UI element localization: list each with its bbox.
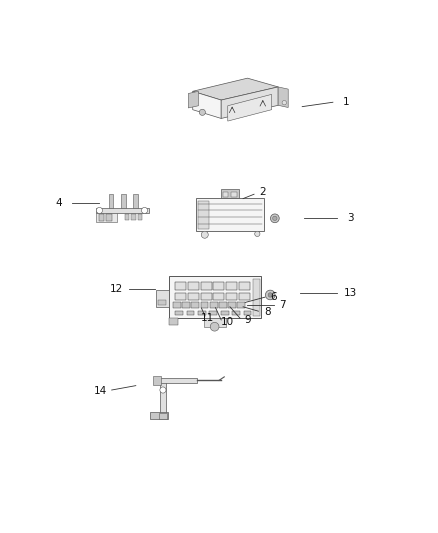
Bar: [239, 293, 250, 301]
Bar: [131, 214, 136, 220]
Bar: [175, 282, 186, 290]
Circle shape: [160, 387, 166, 393]
Bar: [239, 282, 250, 290]
Bar: [210, 302, 218, 308]
Bar: [198, 311, 206, 316]
Bar: [201, 293, 212, 301]
Polygon shape: [228, 94, 272, 121]
Bar: [204, 318, 226, 327]
Circle shape: [141, 207, 148, 214]
Bar: [96, 213, 117, 222]
Circle shape: [268, 293, 272, 297]
Bar: [160, 381, 166, 413]
Circle shape: [96, 207, 102, 214]
Bar: [213, 293, 224, 301]
Circle shape: [199, 109, 205, 115]
Polygon shape: [221, 87, 278, 118]
Bar: [125, 214, 129, 220]
Bar: [228, 302, 236, 308]
Circle shape: [210, 322, 219, 331]
Circle shape: [201, 231, 208, 238]
Bar: [196, 198, 264, 231]
Bar: [109, 194, 113, 208]
Text: 2: 2: [259, 187, 266, 197]
Bar: [188, 293, 199, 301]
Circle shape: [255, 231, 260, 237]
Bar: [253, 279, 260, 316]
Text: 14: 14: [94, 386, 107, 397]
Bar: [175, 311, 183, 316]
Bar: [187, 311, 194, 316]
Bar: [160, 378, 197, 383]
Polygon shape: [193, 91, 221, 118]
Bar: [231, 192, 237, 197]
Text: 11: 11: [201, 313, 214, 323]
Bar: [156, 290, 169, 307]
Circle shape: [271, 214, 279, 223]
Bar: [188, 282, 199, 290]
Text: 9: 9: [244, 315, 251, 325]
Bar: [133, 194, 138, 208]
Bar: [237, 302, 245, 308]
Bar: [221, 311, 229, 316]
Bar: [201, 302, 208, 308]
Bar: [138, 214, 142, 220]
Bar: [175, 293, 186, 301]
Bar: [226, 293, 237, 301]
Bar: [219, 302, 227, 308]
Bar: [198, 200, 209, 229]
Bar: [159, 413, 167, 419]
Bar: [221, 189, 239, 198]
Polygon shape: [188, 91, 198, 108]
Bar: [201, 282, 212, 290]
Bar: [232, 311, 240, 316]
Text: 7: 7: [279, 300, 286, 310]
Bar: [223, 192, 228, 197]
Bar: [226, 282, 237, 290]
Bar: [153, 376, 161, 385]
Bar: [191, 302, 199, 308]
Text: 13: 13: [344, 288, 357, 298]
Bar: [244, 311, 251, 316]
Bar: [169, 276, 261, 318]
Bar: [182, 302, 190, 308]
Bar: [169, 318, 178, 325]
Bar: [150, 413, 168, 419]
Bar: [158, 300, 166, 305]
Polygon shape: [193, 78, 278, 100]
Text: 3: 3: [347, 213, 354, 223]
Text: 6: 6: [270, 292, 277, 302]
Bar: [213, 282, 224, 290]
Bar: [173, 302, 181, 308]
Polygon shape: [278, 87, 288, 108]
Bar: [121, 194, 126, 208]
Text: 10: 10: [221, 317, 234, 327]
Text: 1: 1: [343, 97, 350, 107]
Bar: [99, 214, 104, 221]
Circle shape: [282, 101, 286, 105]
Text: 4: 4: [56, 198, 63, 208]
Bar: [106, 214, 112, 221]
Bar: [96, 208, 149, 213]
Circle shape: [265, 290, 275, 300]
Bar: [209, 311, 217, 316]
Text: 12: 12: [110, 284, 123, 294]
Text: 8: 8: [264, 308, 271, 318]
Circle shape: [272, 216, 277, 221]
